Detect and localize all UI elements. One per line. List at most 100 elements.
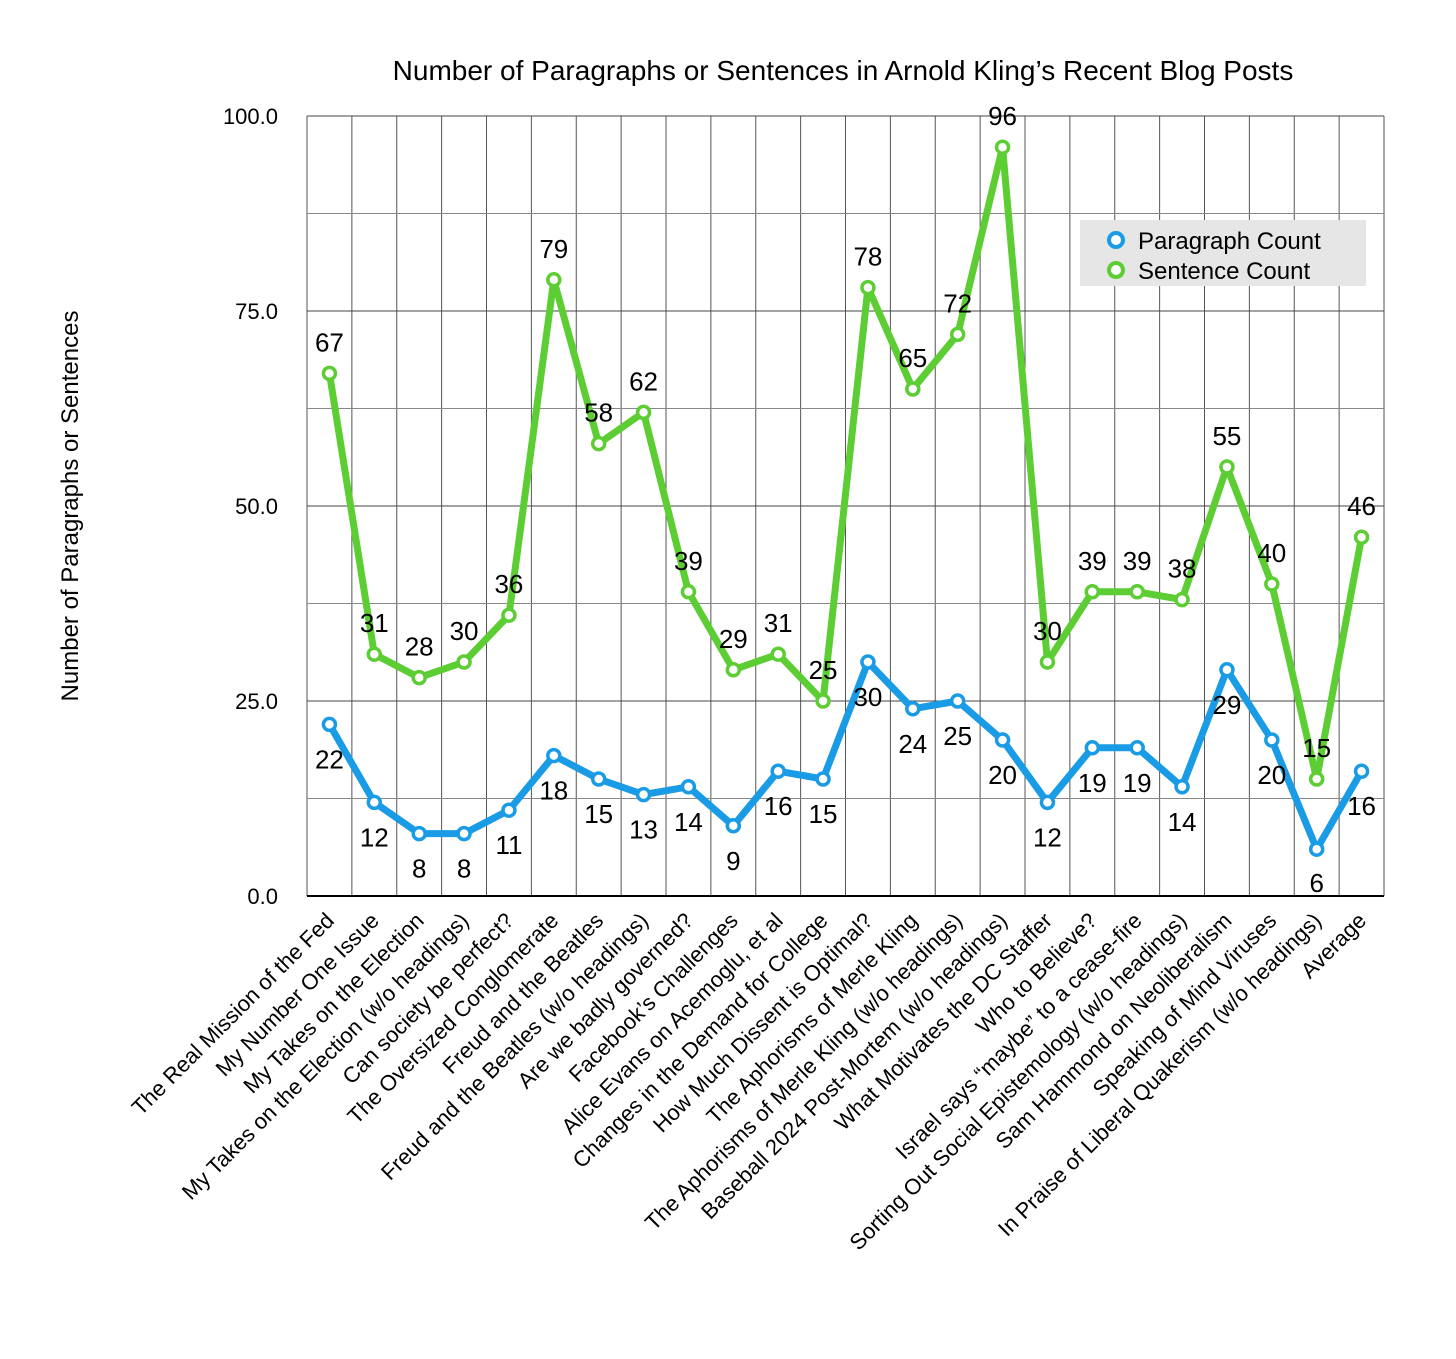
- data-label: 25: [809, 655, 838, 685]
- data-label: 12: [1033, 822, 1062, 852]
- data-point: [905, 381, 921, 397]
- legend-label-paragraph: Paragraph Count: [1138, 228, 1321, 255]
- data-point: [411, 825, 427, 842]
- data-label: 30: [450, 616, 479, 646]
- data-label: 36: [494, 569, 523, 599]
- legend-background: [1080, 220, 1366, 286]
- data-point: [680, 779, 697, 795]
- data-point: [905, 701, 921, 717]
- data-point: [456, 825, 472, 842]
- data-point: [1039, 654, 1056, 670]
- data-label: 67: [315, 327, 344, 357]
- data-label: 31: [764, 608, 793, 638]
- data-point: [949, 693, 966, 709]
- data-point: [546, 747, 562, 764]
- y-tick-label: 75.0: [235, 299, 278, 324]
- data-label: 78: [853, 242, 882, 272]
- data-label: 25: [943, 721, 972, 751]
- data-label: 29: [719, 624, 748, 654]
- data-label: 72: [943, 288, 972, 318]
- data-label: 15: [1302, 733, 1331, 763]
- data-point: [1308, 771, 1325, 787]
- data-label: 30: [853, 682, 882, 712]
- data-point: [994, 732, 1011, 748]
- data-point: [1084, 584, 1101, 600]
- data-label: 39: [674, 546, 703, 576]
- data-point: [1219, 459, 1235, 475]
- data-label: 15: [584, 799, 613, 829]
- data-label: 13: [629, 815, 658, 845]
- chart-title: Number of Paragraphs or Sentences in Arn…: [393, 55, 1294, 86]
- data-point: [994, 139, 1011, 155]
- data-point: [1129, 740, 1145, 756]
- data-point: [860, 279, 876, 296]
- series-layer: 22 12 8 8 11 18 15 13 14 9 16 15 30 24 25 20 12 19 19 14 29 2…: [315, 101, 1376, 898]
- data-label: 19: [1123, 768, 1152, 798]
- data-point: [1084, 740, 1101, 756]
- data-label: 24: [898, 729, 927, 759]
- data-point: [860, 654, 876, 670]
- data-point: [770, 646, 786, 662]
- y-axis-ticks: 0.0 25.0 50.0 75.0 100.0: [223, 104, 278, 909]
- data-point: [501, 802, 517, 818]
- data-labels-paragraph: 22 12 8 8 11 18 15 13 14 9 16 15 30 24 25 20 12 19 19 14 29 2…: [315, 682, 1376, 898]
- data-label: 58: [584, 398, 613, 428]
- y-tick-label: 50.0: [235, 494, 278, 519]
- data-label: 16: [1347, 791, 1376, 821]
- data-point: [366, 646, 383, 662]
- data-point: [321, 365, 338, 382]
- data-point: [725, 818, 742, 834]
- data-label: 28: [405, 632, 434, 662]
- data-label: 12: [360, 822, 389, 852]
- data-label: 8: [457, 854, 471, 884]
- data-label: 20: [1257, 760, 1286, 790]
- legend: Paragraph Count Sentence Count: [1080, 220, 1366, 286]
- data-point: [1353, 529, 1370, 545]
- y-tick-label: 25.0: [235, 689, 278, 714]
- data-label: 30: [1033, 616, 1062, 646]
- y-tick-label: 100.0: [223, 104, 278, 129]
- data-label: 96: [988, 101, 1017, 131]
- data-label: 79: [539, 234, 568, 264]
- data-point: [1264, 576, 1280, 592]
- data-point: [635, 404, 652, 421]
- data-label: 16: [764, 791, 793, 821]
- data-label: 11: [495, 830, 522, 860]
- data-label: 19: [1078, 768, 1107, 798]
- data-point: [1353, 763, 1370, 779]
- data-label: 8: [412, 854, 426, 884]
- legend-marker-sentence: [1107, 261, 1125, 279]
- data-label: 39: [1078, 546, 1107, 576]
- data-labels-sentence: 67 31 28 30 36 79 58 62 39 29 31 25 78 65 72 96 30 39 39 38…: [315, 101, 1376, 763]
- data-label: 62: [629, 366, 658, 396]
- data-label: 9: [726, 846, 740, 876]
- data-point: [590, 771, 607, 787]
- data-label: 14: [674, 807, 703, 837]
- data-point: [1174, 779, 1190, 795]
- data-label: 14: [1168, 807, 1197, 837]
- data-label: 22: [315, 744, 344, 774]
- data-point: [815, 771, 831, 787]
- y-tick-label: 0.0: [247, 884, 278, 909]
- data-label: 29: [1212, 690, 1241, 720]
- data-label: 38: [1168, 554, 1197, 584]
- data-point: [949, 326, 966, 343]
- data-point: [501, 607, 517, 623]
- data-point: [321, 716, 338, 733]
- series-sentence: [321, 139, 1370, 787]
- data-point: [1039, 794, 1056, 811]
- data-point: [590, 435, 607, 452]
- data-point: [815, 693, 831, 709]
- data-label: 46: [1347, 491, 1376, 521]
- y-axis-label: Number of Paragraphs or Sentences: [57, 311, 84, 702]
- data-label: 20: [988, 760, 1017, 790]
- data-label: 31: [360, 608, 389, 638]
- data-point: [635, 786, 652, 803]
- data-point: [1219, 662, 1235, 678]
- data-point: [680, 584, 697, 600]
- data-point: [770, 763, 786, 779]
- data-label: 40: [1257, 538, 1286, 568]
- data-label: 39: [1123, 546, 1152, 576]
